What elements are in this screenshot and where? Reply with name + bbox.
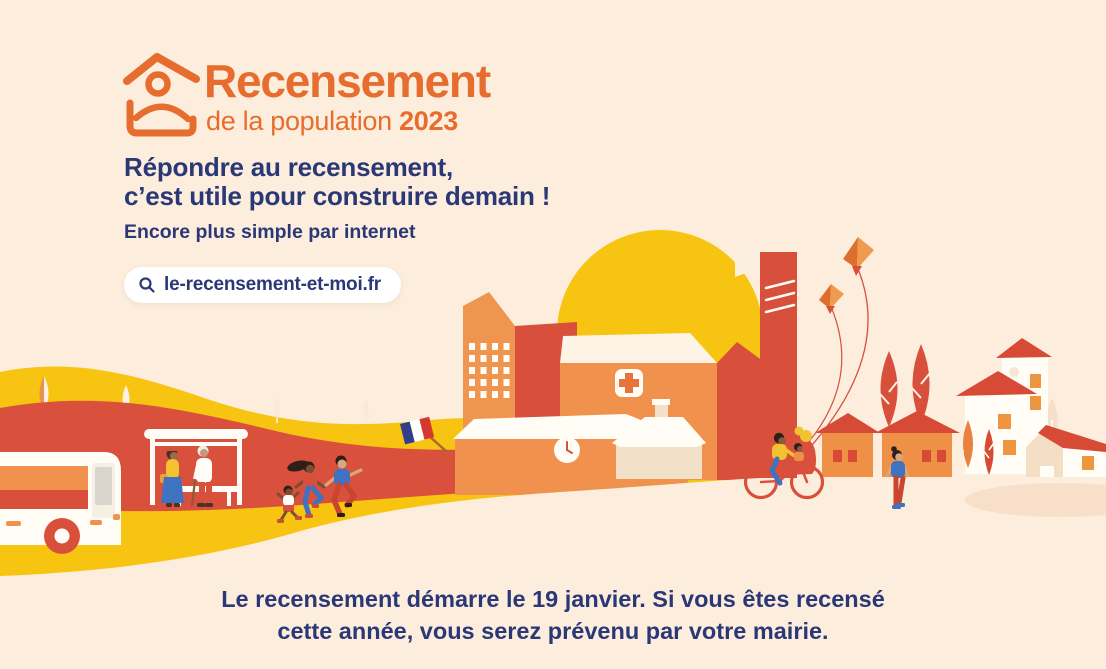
kite-small (819, 284, 844, 314)
running-child (276, 485, 302, 523)
search-icon (139, 277, 155, 293)
orange-house-1 (815, 413, 880, 477)
website-url: le-recensement-et-moi.fr (164, 274, 381, 295)
right-house (1026, 425, 1106, 477)
standing-person (885, 446, 910, 509)
kites (799, 237, 874, 453)
logo-brand: Recensement (204, 55, 491, 107)
hedge (965, 483, 1106, 517)
running-family (276, 455, 363, 523)
headline-line2: c’est utile pour construire demain ! (124, 181, 551, 211)
red-hill-trees (274, 397, 369, 423)
front-right-trees (962, 420, 995, 477)
bus-stop (144, 429, 248, 507)
hospital-cross-icon (619, 373, 639, 393)
big-red-trees (877, 344, 932, 477)
running-man (324, 455, 363, 517)
logo-tagline: de la population 2023 (206, 106, 458, 137)
bus (0, 452, 121, 554)
ground (0, 478, 1106, 669)
bike-child (791, 426, 812, 468)
french-flag-icon (400, 416, 435, 445)
subheadline: Encore plus simple par internet (124, 221, 416, 243)
logo-tagline-prefix: de la population (206, 106, 392, 136)
cream-house (612, 399, 706, 479)
red-gable-building (717, 342, 763, 480)
logo-year: 2023 (399, 106, 458, 136)
footer-line2: cette année, vous serez prévenu par votr… (277, 618, 829, 644)
waiting-woman (160, 447, 184, 507)
cane (190, 479, 197, 507)
house-person-icon (123, 53, 200, 137)
headline-line1: Répondre au recensement, (124, 152, 453, 182)
waiting-man (190, 445, 213, 507)
cyclist-man (769, 432, 801, 486)
kite-big (843, 237, 874, 276)
headline: Répondre au recensement, c’est utile pou… (124, 153, 550, 211)
white-big-house (956, 371, 1037, 474)
footer-message: Le recensement démarre le 19 janvier. Si… (0, 583, 1106, 647)
footer-line1: Le recensement démarre le 19 janvier. Si… (221, 586, 885, 612)
website-search-pill[interactable]: le-recensement-et-moi.fr (124, 267, 401, 303)
cyclist (743, 426, 825, 500)
balloon (794, 426, 804, 436)
running-woman (287, 460, 326, 518)
